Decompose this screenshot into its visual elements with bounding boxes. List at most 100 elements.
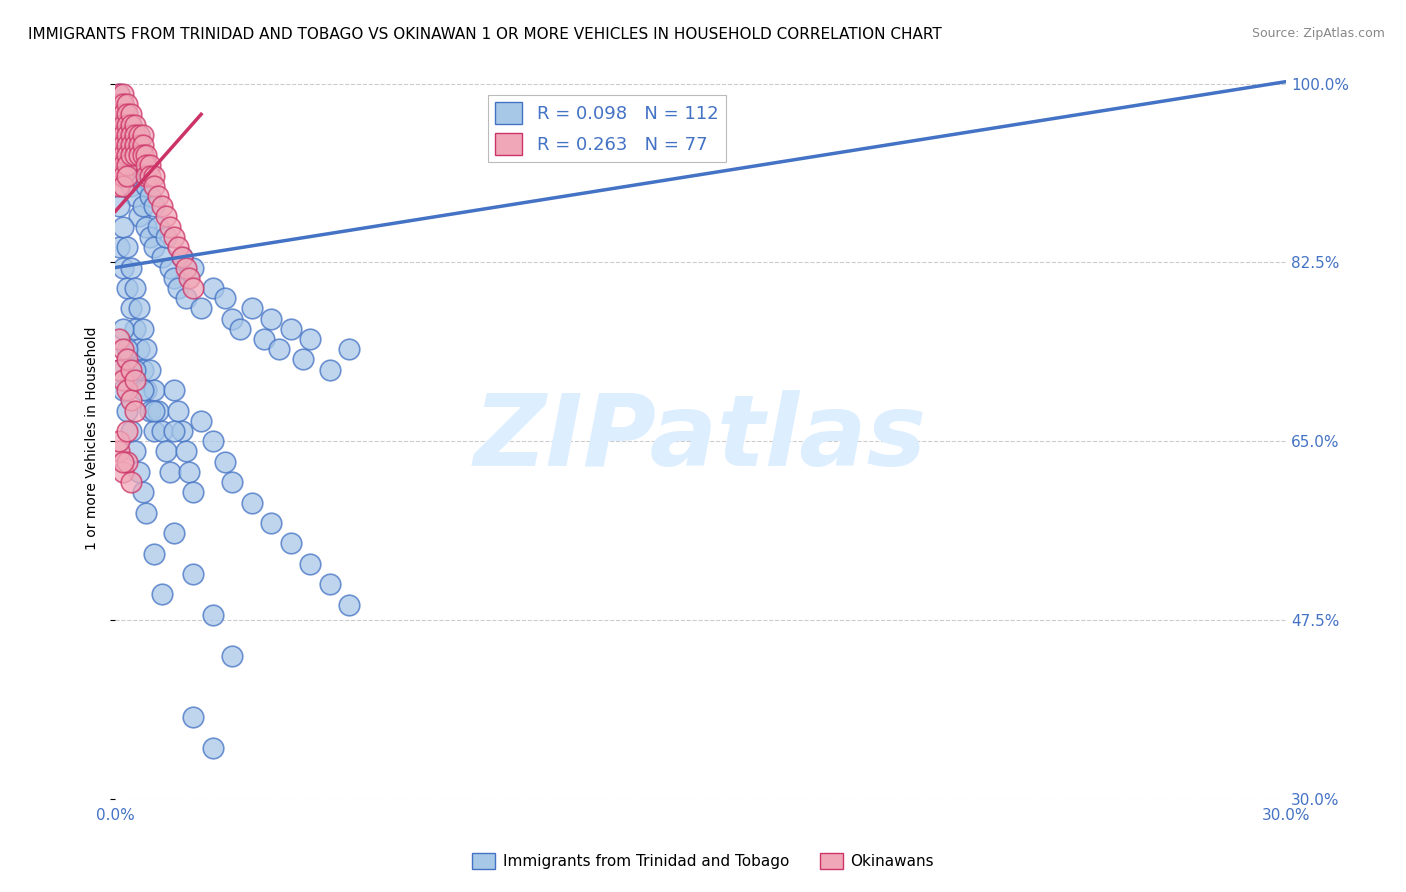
Point [260,516,283,530]
Point [112,97,135,112]
Point [115,424,138,438]
Point [181,485,204,500]
Point [112,178,135,193]
Point [139,169,162,183]
Point [229,322,252,336]
Point [181,567,204,582]
Point [143,178,166,193]
Point [181,710,204,724]
Point [108,148,131,162]
Point [115,128,138,142]
Point [112,138,135,153]
Point [291,352,314,367]
Point [179,270,201,285]
Point [163,230,186,244]
Point [124,373,146,387]
Point [115,352,138,367]
Point [139,230,162,244]
Point [155,444,177,458]
Point [108,434,131,449]
Point [143,547,166,561]
Point [155,210,177,224]
Point [112,158,135,172]
Point [115,169,138,183]
Point [108,97,131,112]
Point [108,128,131,142]
Point [115,240,138,254]
Point [135,383,157,397]
Point [115,118,138,132]
Point [112,118,135,132]
Point [159,219,181,234]
Point [120,138,142,153]
Point [115,148,138,162]
Point [120,107,142,121]
Point [221,311,243,326]
Point [221,475,243,489]
Point [124,148,146,162]
Point [143,240,166,254]
Point [120,475,142,489]
Point [339,343,361,357]
Point [124,138,146,153]
Point [108,148,131,162]
Point [148,219,170,234]
Point [170,250,193,264]
Point [108,362,131,376]
Point [112,158,135,172]
Point [131,362,153,376]
Point [108,87,131,101]
Point [124,281,146,295]
Point [108,444,131,458]
Point [124,128,146,142]
Point [131,128,153,142]
Point [131,138,153,153]
Point [128,210,150,224]
Point [139,189,162,203]
Point [214,291,236,305]
Point [181,260,204,275]
Point [120,128,142,142]
Point [124,148,146,162]
Point [143,169,166,183]
Point [159,465,181,479]
Point [108,158,131,172]
Point [299,332,322,346]
Point [112,107,135,121]
Point [112,260,135,275]
Point [108,87,131,101]
Point [120,178,142,193]
Point [128,128,150,142]
Point [128,169,150,183]
Point [112,169,135,183]
Text: Source: ZipAtlas.com: Source: ZipAtlas.com [1251,27,1385,40]
Point [252,332,274,346]
Point [112,118,135,132]
Point [124,189,146,203]
Point [128,138,150,153]
Point [124,322,146,336]
Legend: R = 0.098   N = 112, R = 0.263   N = 77: R = 0.098 N = 112, R = 0.263 N = 77 [488,95,725,162]
Point [163,383,186,397]
Point [112,148,135,162]
Point [221,648,243,663]
Point [112,373,135,387]
Point [170,250,193,264]
Point [120,424,142,438]
Point [108,107,131,121]
Point [148,189,170,203]
Point [115,169,138,183]
Point [124,118,146,132]
Point [120,118,142,132]
Point [166,240,188,254]
Point [112,97,135,112]
Point [319,362,342,376]
Point [163,526,186,541]
Point [135,343,157,357]
Point [143,424,166,438]
Point [163,424,186,438]
Point [120,260,142,275]
Point [115,107,138,121]
Point [108,138,131,153]
Point [128,343,150,357]
